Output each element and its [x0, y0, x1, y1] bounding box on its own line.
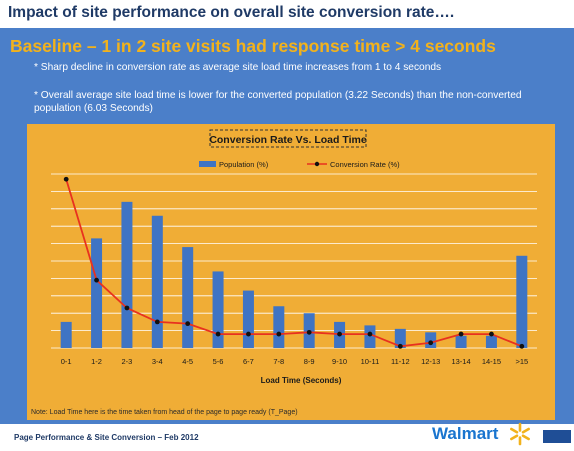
x-tick-label: 0-1	[61, 357, 72, 366]
conversion-point-10	[337, 331, 342, 337]
population-bar-3	[121, 201, 133, 348]
slide-title: Impact of site performance on overall si…	[8, 4, 455, 21]
population-bar-1	[60, 321, 72, 348]
x-tick-label: 1-2	[91, 357, 102, 366]
x-tick-label: 5-6	[213, 357, 224, 366]
content-panel: Baseline – 1 in 2 site visits had respon…	[0, 28, 574, 424]
legend-population-label: Population (%)	[219, 160, 269, 169]
conversion-point-14	[458, 331, 464, 337]
headline: Baseline – 1 in 2 site visits had respon…	[10, 36, 496, 56]
conversion-points	[63, 176, 525, 349]
conversion-point-9	[306, 329, 312, 335]
bullet-2: * Overall average site load time is lowe…	[34, 90, 522, 114]
x-tick-label: >15	[515, 357, 528, 366]
conversion-point-8	[276, 331, 282, 337]
spark-ray	[510, 427, 519, 434]
conversion-point-3	[124, 305, 130, 311]
walmart-logo: Walmart	[432, 424, 499, 443]
conversion-line	[65, 178, 523, 348]
x-axis-label: Load Time (Seconds)	[261, 376, 342, 385]
population-bar-6	[212, 271, 224, 348]
conversion-point-15	[489, 331, 494, 337]
bars	[60, 201, 528, 348]
chart-note: Note: Load Time here is the time taken f…	[31, 409, 298, 416]
conversion-point-6	[215, 331, 221, 337]
population-bar-11	[364, 325, 376, 348]
legend-conversion-marker	[314, 161, 320, 167]
x-tick-label: 7-8	[273, 357, 284, 366]
population-bar-4	[151, 215, 163, 348]
conversion-point-4	[154, 319, 160, 325]
conversion-point-7	[246, 331, 251, 337]
x-tick-label: 4-5	[182, 357, 193, 366]
x-tick-label: 11-12	[391, 357, 410, 366]
conversion-point-13	[428, 340, 434, 346]
chart-title-box	[209, 129, 367, 148]
x-tick-label: 6-7	[243, 357, 254, 366]
population-bar-15	[485, 335, 497, 348]
population-bar-5	[182, 247, 194, 348]
population-bar-14	[455, 335, 467, 348]
x-tick-label: 3-4	[152, 357, 163, 366]
footer-badge	[543, 430, 571, 443]
x-tick-label: 13-14	[451, 357, 470, 366]
population-bar-16	[516, 255, 528, 348]
x-tick-label: 12-13	[421, 357, 440, 366]
walmart-spark-icon	[510, 422, 530, 446]
spark-ray	[510, 434, 519, 441]
x-tick-label: 2-3	[122, 357, 133, 366]
population-bar-2	[91, 238, 103, 348]
x-tick-label: 9-10	[332, 357, 347, 366]
conversion-point-2	[94, 277, 99, 283]
x-tick-label: 14-15	[482, 357, 501, 366]
x-tick-label: 10-11	[361, 357, 380, 366]
spark-ray	[521, 427, 530, 434]
population-bar-13	[425, 332, 437, 348]
x-tick-labels: 0-1 1-2 2-3 3-4 4-5 5-6 6-7 7-8 8-9 9-10 10-11 11-1…	[61, 357, 528, 366]
population-bar-7	[242, 290, 254, 348]
legend-conversion-label: Conversion Rate (%)	[330, 160, 400, 169]
chart-panel: Conversion Rate Vs. Load Time Population…	[27, 124, 555, 420]
population-bar-8	[273, 306, 285, 348]
chart-svg: Conversion Rate Vs. Load Time Population…	[51, 129, 537, 385]
spark-ray	[521, 434, 530, 441]
footer-text: Page Performance & Site Conversion – Feb…	[14, 433, 199, 442]
conversion-point-12	[397, 343, 403, 349]
conversion-point-1	[63, 176, 69, 182]
conversion-point-11	[367, 331, 373, 337]
legend-population-swatch	[199, 161, 216, 167]
conversion-point-16	[519, 343, 525, 349]
conversion-point-5	[185, 321, 191, 327]
bullet-1: * Sharp decline in conversion rate as av…	[34, 62, 442, 73]
x-tick-label: 8-9	[304, 357, 315, 366]
population-bar-12	[394, 328, 406, 348]
chart-title: Conversion Rate Vs. Load Time	[209, 134, 367, 146]
legend: Population (%) Conversion Rate (%)	[199, 160, 400, 169]
